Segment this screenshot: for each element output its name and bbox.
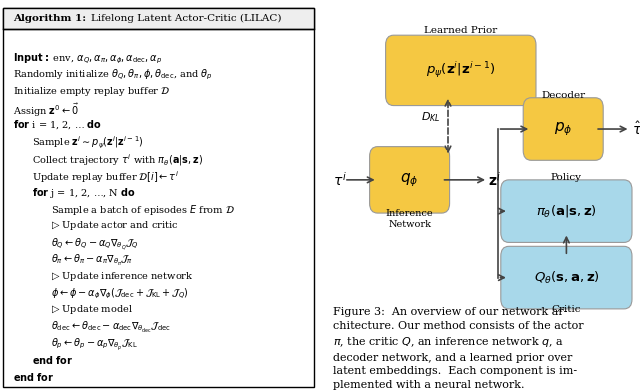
FancyBboxPatch shape	[3, 8, 314, 387]
FancyBboxPatch shape	[501, 246, 632, 309]
Text: Decoder: Decoder	[541, 91, 585, 100]
Text: Lifelong Latent Actor-Critic (LILAC): Lifelong Latent Actor-Critic (LILAC)	[91, 14, 282, 23]
Text: $\mathbf{end\ for}$: $\mathbf{end\ for}$	[32, 354, 74, 366]
Text: $q_\phi$: $q_\phi$	[401, 171, 419, 189]
Text: $\theta_\mathrm{dec} \leftarrow \theta_\mathrm{dec} - \alpha_\mathrm{dec} \nabla: $\theta_\mathrm{dec} \leftarrow \theta_\…	[51, 320, 172, 335]
Text: $\mathbf{for}$ i = 1, 2, $\ldots$ $\mathbf{do}$: $\mathbf{for}$ i = 1, 2, $\ldots$ $\math…	[13, 118, 102, 131]
Text: $\phi \leftarrow \phi - \alpha_\phi \nabla_\phi \left(\mathcal{J}_\mathrm{dec} +: $\phi \leftarrow \phi - \alpha_\phi \nab…	[51, 287, 189, 301]
Text: $Q_\theta(\mathbf{s}, \mathbf{a}, \mathbf{z})$: $Q_\theta(\mathbf{s}, \mathbf{a}, \mathb…	[534, 269, 599, 286]
Text: $\theta_\pi \leftarrow \theta_\pi - \alpha_\pi \nabla_{\theta_\pi} \mathcal{J}_\: $\theta_\pi \leftarrow \theta_\pi - \alp…	[51, 253, 133, 268]
Text: $\tau^i$: $\tau^i$	[333, 171, 346, 189]
Text: Policy: Policy	[551, 173, 582, 182]
Text: $\triangleright$ Update actor and critic: $\triangleright$ Update actor and critic	[51, 219, 179, 232]
Text: Sample $\mathbf{z}^i \sim p_\psi(\mathbf{z}^i|\mathbf{z}^{i-1})$: Sample $\mathbf{z}^i \sim p_\psi(\mathbf…	[32, 135, 143, 151]
Text: $D_{KL}$: $D_{KL}$	[420, 110, 440, 124]
Text: $p_\phi$: $p_\phi$	[554, 120, 572, 138]
FancyBboxPatch shape	[501, 180, 632, 242]
Text: Collect trajectory $\tau^i$ with $\pi_\theta(\mathbf{a}|\mathbf{s}, \mathbf{z})$: Collect trajectory $\tau^i$ with $\pi_\t…	[32, 152, 204, 168]
Text: Randomly initialize $\theta_Q, \theta_\pi, \phi, \theta_\mathrm{dec}$, and $\the: Randomly initialize $\theta_Q, \theta_\p…	[13, 68, 212, 83]
Text: Update replay buffer $\mathcal{D}[i] \leftarrow \tau^i$: Update replay buffer $\mathcal{D}[i] \le…	[32, 169, 179, 185]
Text: $\pi_\theta(\mathbf{a}|\mathbf{s}, \mathbf{z})$: $\pi_\theta(\mathbf{a}|\mathbf{s}, \math…	[536, 203, 597, 219]
FancyBboxPatch shape	[385, 35, 536, 106]
Text: Figure 3:  An overview of our network ar-
chitecture. Our method consists of the: Figure 3: An overview of our network ar-…	[333, 307, 584, 390]
Text: $\mathbf{end\ for}$: $\mathbf{end\ for}$	[13, 371, 54, 383]
Text: Initialize empty replay buffer $\mathcal{D}$: Initialize empty replay buffer $\mathcal…	[13, 85, 170, 98]
Text: $\triangleright$ Update model: $\triangleright$ Update model	[51, 303, 133, 316]
FancyBboxPatch shape	[370, 147, 450, 213]
Text: $p_\psi(\mathbf{z}^i|\mathbf{z}^{i-1})$: $p_\psi(\mathbf{z}^i|\mathbf{z}^{i-1})$	[426, 61, 495, 80]
Text: Critic: Critic	[552, 305, 581, 314]
Text: Inference
Network: Inference Network	[386, 209, 433, 229]
Text: $\triangleright$ Update inference network: $\triangleright$ Update inference networ…	[51, 270, 194, 283]
Text: $\mathbf{Input{:}}$ env, $\alpha_Q, \alpha_\pi, \alpha_\phi, \alpha_\mathrm{dec}: $\mathbf{Input{:}}$ env, $\alpha_Q, \alp…	[13, 51, 162, 66]
Text: Sample a batch of episodes $E$ from $\mathcal{D}$: Sample a batch of episodes $E$ from $\ma…	[51, 203, 235, 217]
FancyBboxPatch shape	[524, 98, 604, 160]
Text: Algorithm 1:: Algorithm 1:	[13, 14, 86, 23]
FancyBboxPatch shape	[3, 8, 314, 29]
Text: $\mathbf{z}^i$: $\mathbf{z}^i$	[488, 171, 501, 189]
Text: $\hat{\tau}^i$: $\hat{\tau}^i$	[632, 120, 640, 138]
Text: $\theta_Q \leftarrow \theta_Q - \alpha_Q \nabla_{\theta_Q} \mathcal{J}_Q$: $\theta_Q \leftarrow \theta_Q - \alpha_Q…	[51, 236, 139, 252]
Text: Assign $\mathbf{z}^0 \leftarrow \vec{0}$: Assign $\mathbf{z}^0 \leftarrow \vec{0}$	[13, 102, 79, 119]
Text: Learned Prior: Learned Prior	[424, 26, 497, 35]
Text: $\mathbf{for}$ j = 1, 2, $\ldots$, N $\mathbf{do}$: $\mathbf{for}$ j = 1, 2, $\ldots$, N $\m…	[32, 186, 136, 200]
Text: $\theta_p \leftarrow \theta_p - \alpha_p \nabla_{\theta_p} \mathcal{J}_\mathrm{K: $\theta_p \leftarrow \theta_p - \alpha_p…	[51, 337, 138, 353]
